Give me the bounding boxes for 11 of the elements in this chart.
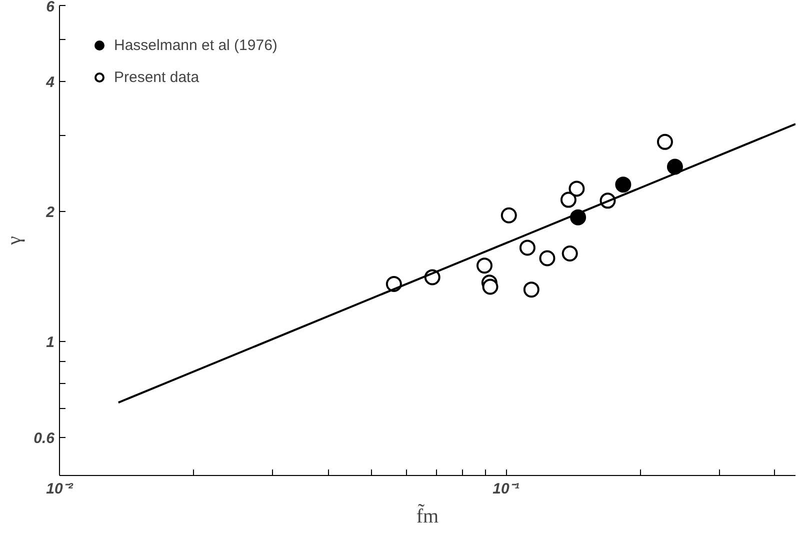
y-tick-label: 0.6 bbox=[34, 430, 56, 448]
x-tick-label: 10⁻¹ bbox=[492, 480, 520, 498]
y-axis-title: γ bbox=[4, 236, 26, 246]
legend-label: Hasselmann et al (1976) bbox=[114, 36, 278, 54]
y-tick-label: 6 bbox=[46, 0, 56, 16]
y-tick-label: 4 bbox=[45, 74, 56, 92]
x-axis-title: f̃m bbox=[416, 504, 440, 528]
y-tick-label: 1 bbox=[46, 334, 54, 352]
x-tick-label: 10⁻² bbox=[46, 480, 74, 498]
legend-label: Present data bbox=[114, 68, 200, 86]
y-tick-label: 2 bbox=[45, 204, 56, 222]
